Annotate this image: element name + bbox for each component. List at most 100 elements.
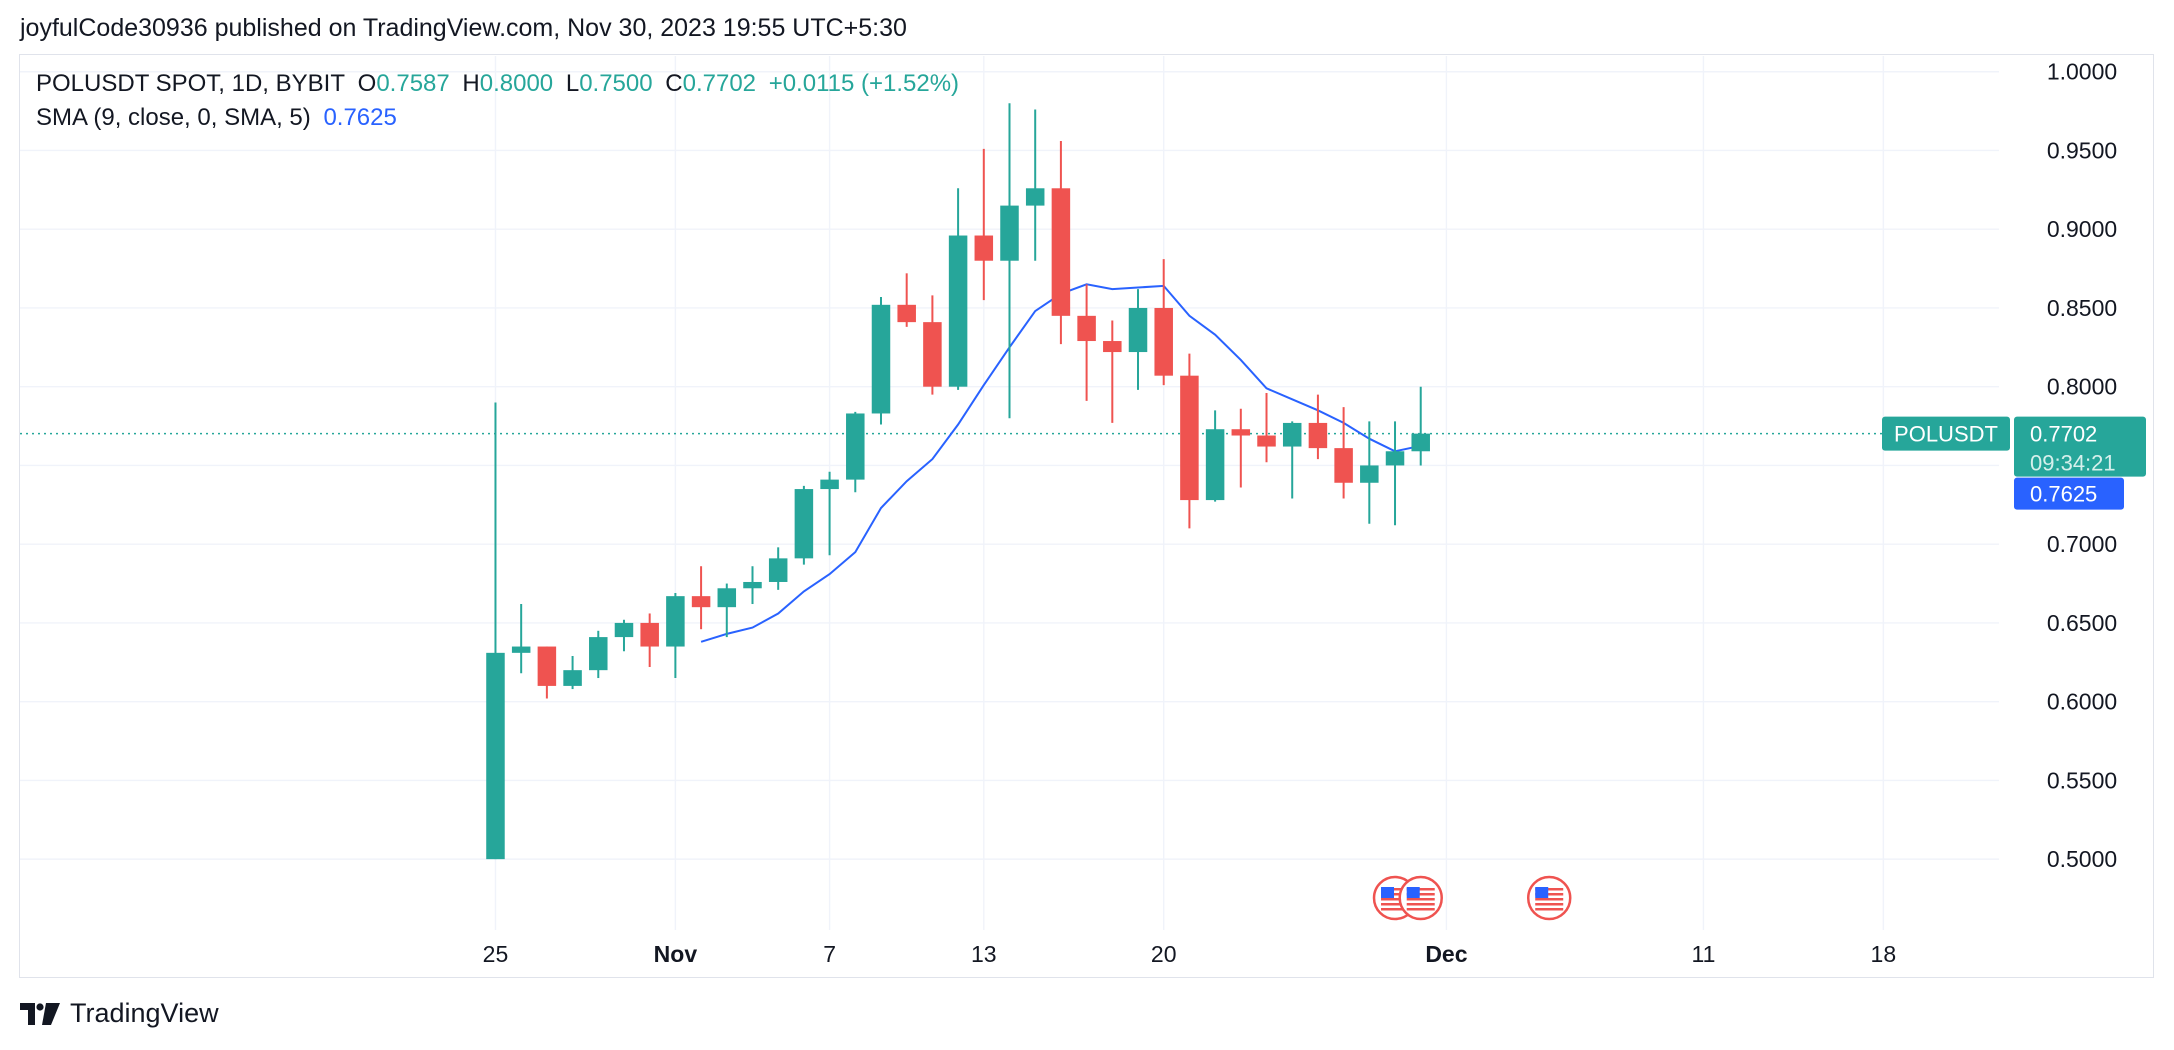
candle-body	[666, 596, 685, 647]
candle-up[interactable]	[820, 471, 839, 556]
date-tick-label: 20	[1151, 941, 1177, 967]
price-tick-label: 0.6000	[2047, 689, 2117, 715]
candle-body	[563, 670, 582, 686]
date-tick-label: 25	[483, 941, 509, 967]
candle-up[interactable]	[1385, 421, 1405, 526]
candle-up[interactable]	[768, 547, 788, 590]
candle-down[interactable]	[1103, 320, 1122, 423]
price-tick-label: 0.6500	[2047, 610, 2117, 636]
ohlc-legend: POLUSDT SPOT, 1D, BYBIT O0.7587 H0.8000 …	[36, 70, 965, 98]
candle-body	[1128, 307, 1148, 353]
candle-up[interactable]	[846, 411, 865, 493]
candle-up[interactable]	[1000, 103, 1019, 419]
date-tick-label: 13	[971, 941, 997, 967]
candle-body	[1385, 451, 1405, 466]
candle-down[interactable]	[691, 566, 711, 630]
candle-up[interactable]	[1411, 386, 1430, 466]
open-label: O	[357, 70, 377, 97]
candle-body	[794, 489, 814, 559]
candle-body	[1231, 429, 1251, 436]
candle-down[interactable]	[1077, 284, 1096, 401]
price-tick-label: 0.8500	[2047, 295, 2117, 321]
candle-down[interactable]	[1154, 259, 1173, 386]
candle-body	[1334, 448, 1353, 483]
last-price-value: 0.7702	[2030, 422, 2097, 447]
us-flag-icon[interactable]	[1526, 875, 1572, 921]
candle-body	[1257, 435, 1276, 447]
price-tick-label: 0.8000	[2047, 374, 2117, 400]
candle-body	[1360, 465, 1379, 483]
date-tick-label: Nov	[654, 941, 698, 967]
candle-up[interactable]	[717, 583, 737, 638]
open-value: 0.7587	[376, 70, 450, 97]
price-tick-label: 1.0000	[2047, 59, 2117, 85]
economic-events	[1372, 875, 1572, 921]
chart-frame	[19, 54, 2154, 978]
candle-down[interactable]	[1180, 353, 1199, 529]
candle-down[interactable]	[640, 613, 659, 668]
candle-body	[1051, 188, 1071, 316]
close-label: C	[665, 70, 683, 97]
last-price-badge: 0.7702 09:34:21	[2014, 416, 2146, 477]
candle-body	[1205, 429, 1225, 501]
candle-body	[1282, 422, 1302, 447]
candle-body	[871, 304, 891, 414]
candle-down[interactable]	[1231, 408, 1251, 488]
candle-up[interactable]	[871, 296, 891, 425]
date-tick-label: 7	[823, 941, 836, 967]
us-flag-icon[interactable]	[1398, 875, 1443, 921]
candle-up[interactable]	[1128, 289, 1148, 390]
footer: TradingView	[20, 998, 219, 1029]
candle-body	[820, 479, 839, 490]
date-tick-label: Dec	[1425, 941, 1467, 967]
candle-up[interactable]	[794, 485, 814, 565]
bar-countdown: 09:34:21	[2030, 451, 2116, 476]
candle-up[interactable]	[948, 188, 968, 390]
candle-body	[1103, 341, 1122, 353]
tradingview-brand[interactable]: TradingView	[70, 998, 219, 1028]
candle-down[interactable]	[1257, 393, 1276, 463]
candle-body	[486, 652, 505, 860]
candle-body	[1025, 188, 1045, 206]
candle-down[interactable]	[923, 295, 942, 395]
candle-down[interactable]	[897, 273, 916, 327]
sma-price-badge: 0.7625	[2014, 477, 2124, 510]
candle-up[interactable]	[589, 630, 608, 679]
candle-down[interactable]	[1334, 407, 1353, 499]
candle-up[interactable]	[486, 402, 505, 860]
candle-up[interactable]	[563, 655, 582, 690]
symbol-badge: POLUSDT	[1882, 416, 2010, 451]
candle-up[interactable]	[1360, 421, 1379, 524]
price-tick-label: 0.7000	[2047, 531, 2117, 557]
candles	[486, 103, 1430, 860]
date-tick-label: 18	[1871, 941, 1897, 967]
candle-down[interactable]	[1308, 394, 1328, 460]
candle-body	[743, 581, 762, 589]
low-value: 0.7500	[579, 70, 653, 97]
date-tick-label: 11	[1691, 941, 1715, 967]
candle-body	[537, 646, 557, 686]
candle-up[interactable]	[743, 566, 762, 605]
candle-up[interactable]	[1025, 109, 1045, 261]
candle-up[interactable]	[511, 604, 531, 674]
price-tick-label: 0.9500	[2047, 137, 2117, 163]
candle-body	[589, 637, 608, 671]
change-value: +0.0115 (+1.52%)	[768, 70, 960, 97]
candle-up[interactable]	[1282, 421, 1302, 499]
candle-up[interactable]	[614, 619, 634, 652]
candle-down[interactable]	[537, 646, 557, 699]
candle-down[interactable]	[974, 148, 994, 301]
candle-up[interactable]	[1205, 410, 1225, 502]
publish-info: joyfulCode30936 published on TradingView…	[20, 14, 907, 42]
candle-down[interactable]	[1051, 141, 1071, 345]
time-axis: 25 Nov 7 13 20 Dec 11 18	[483, 941, 1896, 967]
symbol-badge-label: POLUSDT	[1894, 422, 1998, 447]
symbol-title[interactable]: POLUSDT SPOT, 1D, BYBIT	[36, 70, 345, 97]
candle-up[interactable]	[666, 592, 685, 679]
candle-body	[1077, 315, 1096, 342]
price-tick-label: 0.9000	[2047, 216, 2117, 242]
sma-title[interactable]: SMA (9, close, 0, SMA, 5)	[36, 104, 311, 131]
candle-body	[846, 413, 865, 480]
price-tick-label: 0.5500	[2047, 767, 2117, 793]
